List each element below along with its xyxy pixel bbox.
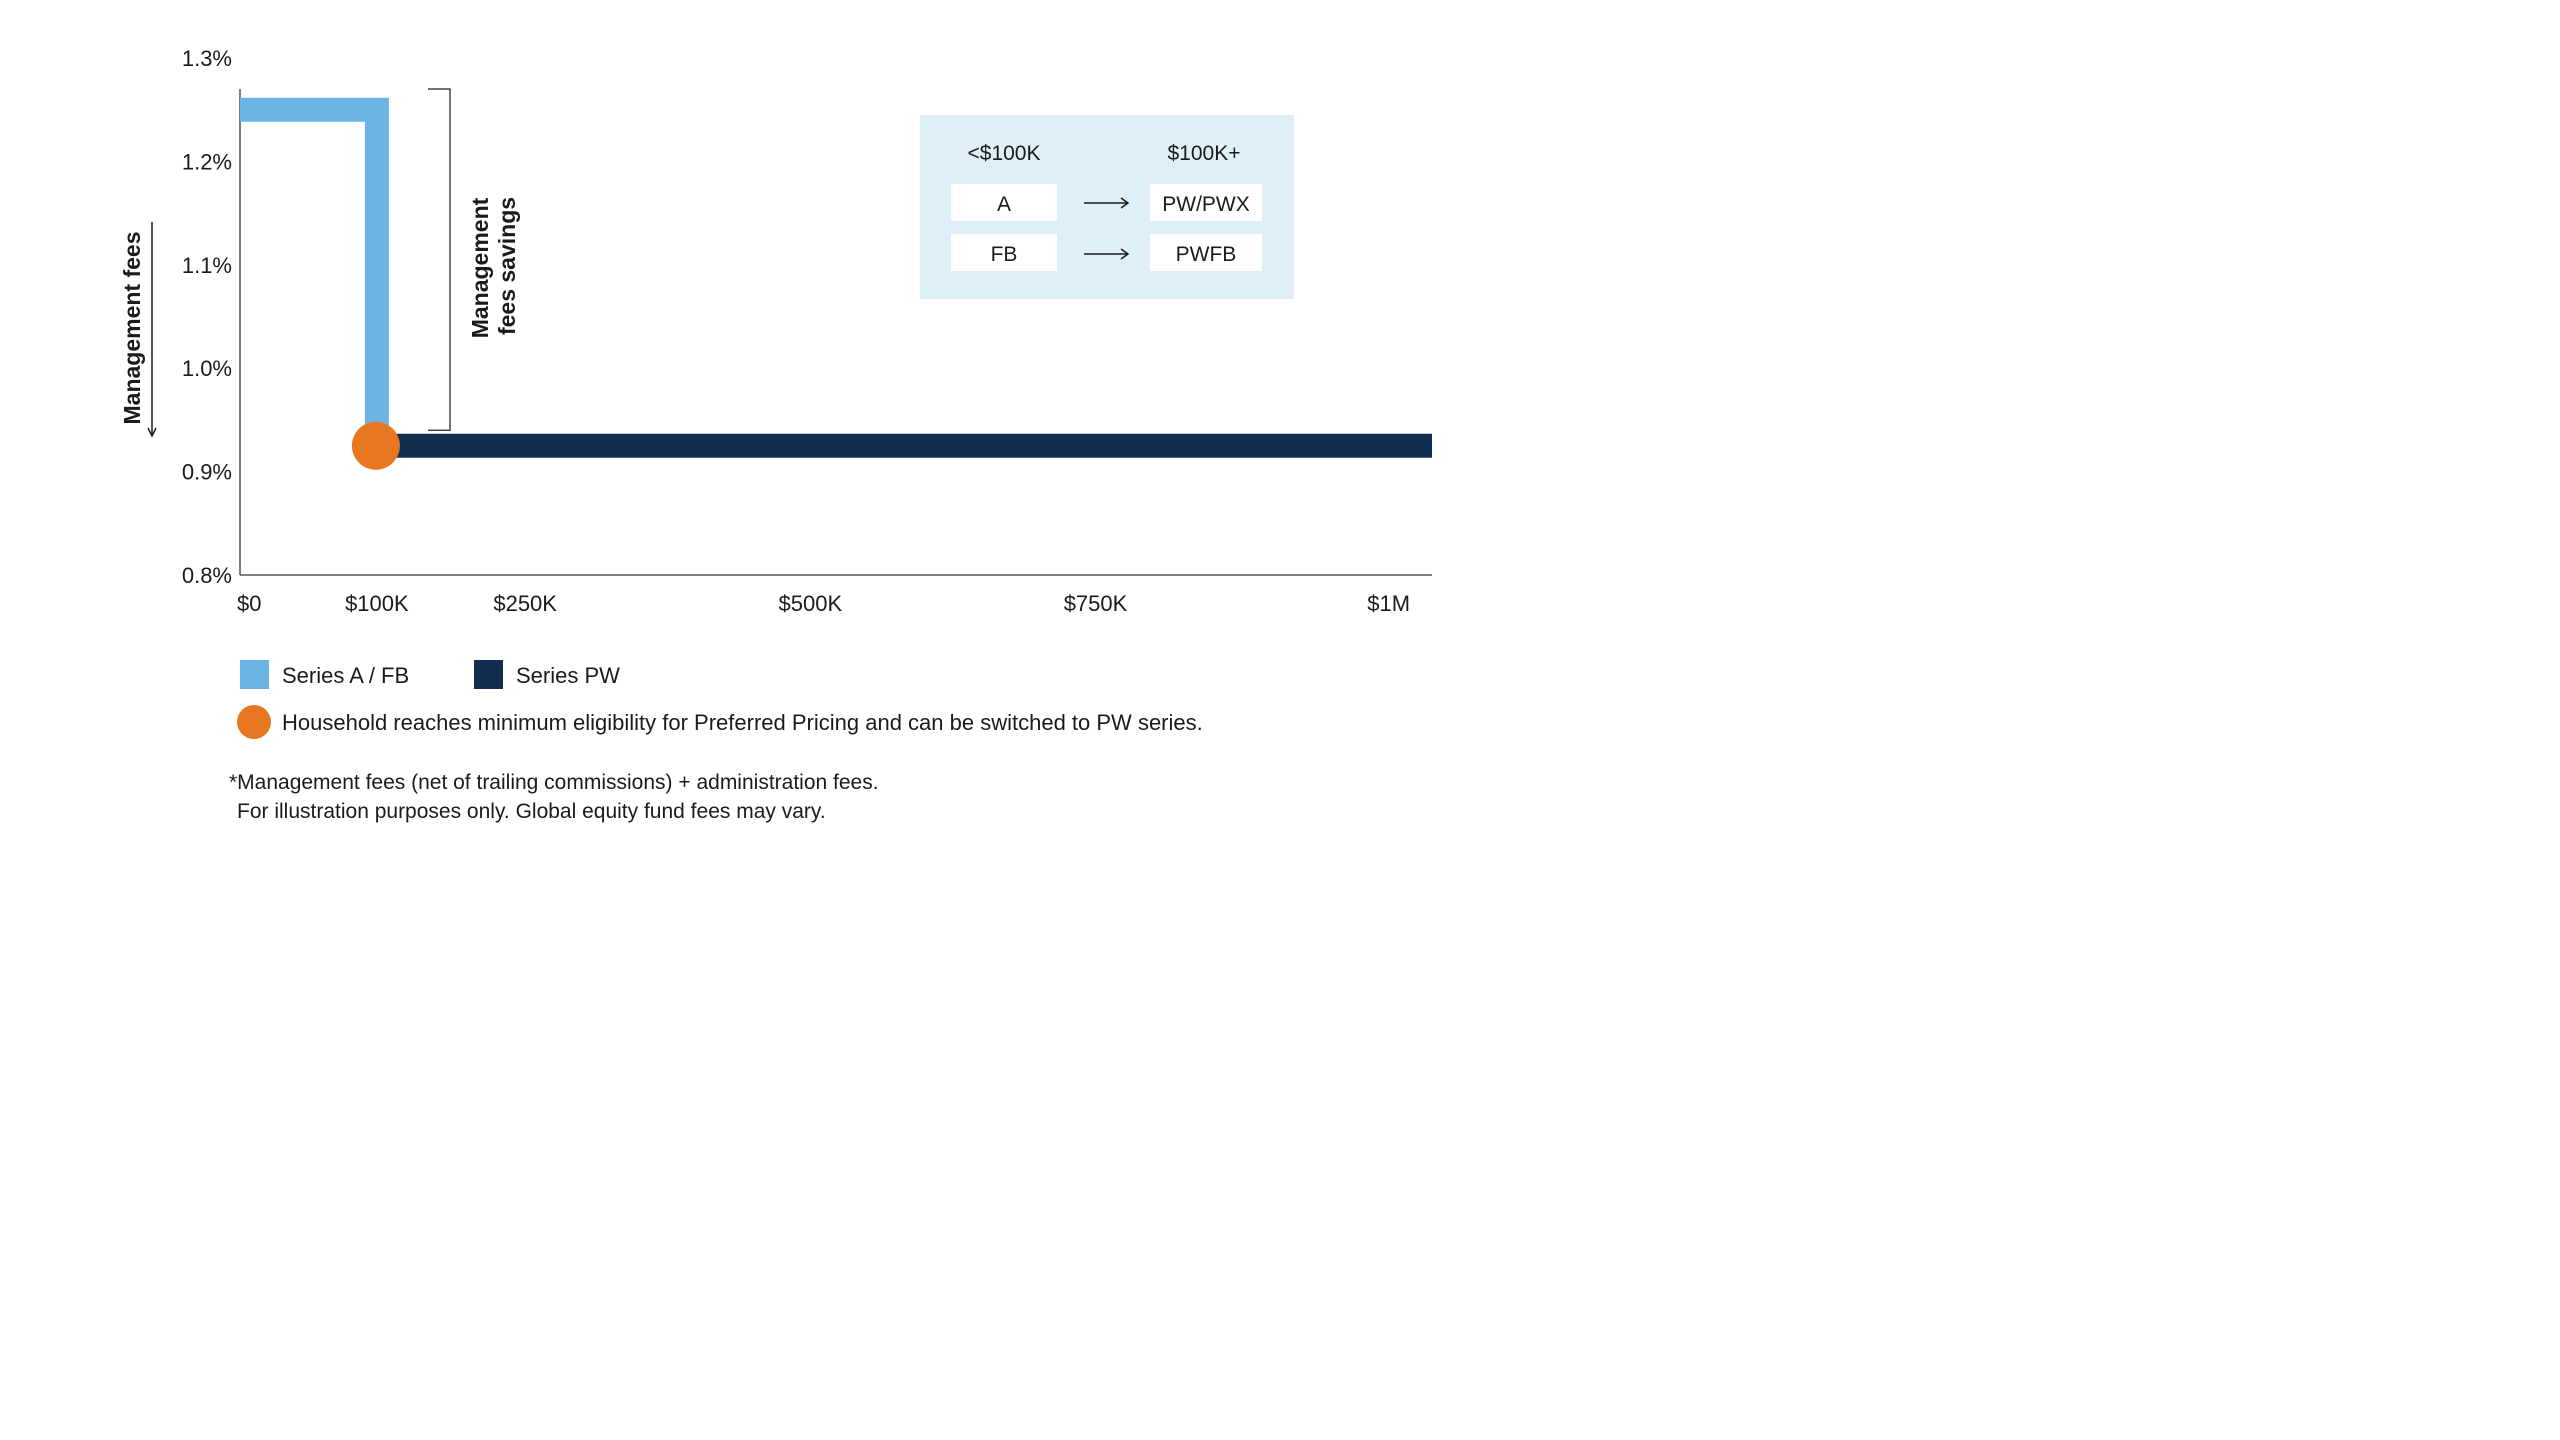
legend-swatch-series-pw — [474, 660, 503, 689]
x-tick-label: $0 — [237, 591, 261, 616]
legend-label-series-a-fb: Series A / FB — [282, 663, 409, 688]
info-box-to-2-text: PWFB — [1176, 243, 1237, 266]
bracket-label-line-2: fees savings — [494, 197, 520, 335]
legend-swatch-series-a-fb — [240, 660, 269, 689]
y-tick-label: 0.9% — [182, 460, 232, 485]
info-box-cell-to-1 — [1150, 184, 1262, 221]
y-tick-label: 1.1% — [182, 253, 232, 278]
info-box-cell-to-2 — [1150, 234, 1262, 271]
info-box: <$100K $100K+ A PW/PWX FB PWFB — [920, 115, 1294, 299]
info-box-cell-from-2 — [951, 234, 1057, 271]
x-tick-label: $500K — [779, 591, 843, 616]
y-axis-title-group: Management fees — [119, 222, 157, 438]
y-tick-label: 1.0% — [182, 356, 232, 381]
info-box-cell-from-1 — [951, 184, 1057, 221]
footnote-line-1: *Management fees (net of trailing commis… — [229, 771, 879, 794]
x-tick-label: $100K — [345, 591, 409, 616]
savings-bracket — [428, 88, 451, 431]
x-axis-ticks: $0 $100K $250K $500K $750K $1M — [237, 591, 1410, 616]
info-box-to-1-text: PW/PWX — [1162, 193, 1250, 216]
chart-canvas: 1.3% 1.2% 1.1% 1.0% 0.9% 0.8% $0 $100K $250K $50… — [119, 46, 1432, 823]
series-line-0 — [240, 97, 389, 446]
y-axis-arrowhead-icon — [147, 427, 157, 438]
y-axis-ticks: 1.3% 1.2% 1.1% 1.0% 0.9% 0.8% — [182, 46, 232, 588]
info-box-from-2-text: FB — [991, 243, 1018, 266]
footnote-line-2: For illustration purposes only. Global e… — [237, 800, 826, 823]
info-box-arrowhead-2-icon — [1120, 248, 1130, 260]
info-box-arrowhead-1-icon — [1120, 197, 1130, 209]
legend-label-series-pw: Series PW — [516, 663, 620, 688]
info-box-header-left: <$100K — [968, 142, 1041, 165]
bracket-label-line-1: Management — [467, 197, 493, 338]
x-tick-label: $250K — [493, 591, 557, 616]
y-tick-label: 1.3% — [182, 46, 232, 71]
legend-label-marker: Household reaches minimum eligibility fo… — [282, 710, 1203, 735]
y-axis-title: Management fees — [119, 231, 145, 424]
legend: Series A / FB Series PW Household reache… — [237, 660, 1203, 739]
x-tick-label: $1M — [1367, 591, 1410, 616]
x-tick-label: $750K — [1064, 591, 1128, 616]
legend-marker-circle-icon — [237, 705, 271, 739]
y-tick-label: 1.2% — [182, 149, 232, 174]
y-tick-label: 0.8% — [182, 563, 232, 588]
info-box-header-right: $100K+ — [1168, 142, 1241, 165]
series-layer — [240, 97, 1432, 458]
eligibility-marker — [351, 421, 400, 470]
info-box-from-1-text: A — [997, 193, 1011, 216]
